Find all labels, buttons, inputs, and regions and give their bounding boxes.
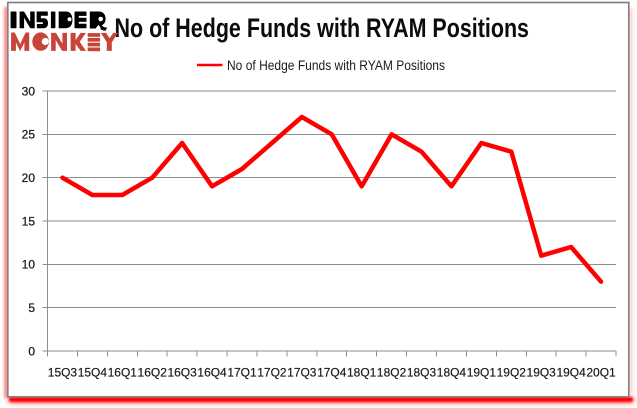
svg-text:16Q4: 16Q4 xyxy=(197,365,227,379)
svg-text:18Q3: 18Q3 xyxy=(407,365,437,379)
svg-text:10: 10 xyxy=(22,258,36,272)
svg-text:18Q4: 18Q4 xyxy=(437,365,467,379)
svg-text:19Q4: 19Q4 xyxy=(556,365,586,379)
svg-text:0: 0 xyxy=(28,344,35,358)
svg-text:16Q2: 16Q2 xyxy=(138,365,167,379)
svg-text:16Q1: 16Q1 xyxy=(108,365,137,379)
svg-text:19Q3: 19Q3 xyxy=(527,365,557,379)
svg-text:15Q4: 15Q4 xyxy=(78,365,108,379)
svg-text:19Q2: 19Q2 xyxy=(497,365,526,379)
svg-text:17Q2: 17Q2 xyxy=(257,365,286,379)
svg-text:No of Hedge Funds with RYAM Po: No of Hedge Funds with RYAM Positions xyxy=(115,13,530,43)
svg-text:5: 5 xyxy=(28,301,35,315)
svg-text:17Q4: 17Q4 xyxy=(317,365,347,379)
svg-text:25: 25 xyxy=(22,128,36,142)
svg-text:30: 30 xyxy=(22,84,36,98)
svg-text:19Q1: 19Q1 xyxy=(467,365,496,379)
svg-text:15: 15 xyxy=(22,214,36,228)
svg-text:No of Hedge Funds with RYAM Po: No of Hedge Funds with RYAM Positions xyxy=(227,58,445,73)
svg-text:20Q1: 20Q1 xyxy=(586,365,615,379)
svg-text:18Q2: 18Q2 xyxy=(377,365,406,379)
svg-text:17Q1: 17Q1 xyxy=(227,365,256,379)
svg-text:15Q3: 15Q3 xyxy=(48,365,78,379)
svg-text:20: 20 xyxy=(22,171,36,185)
svg-text:16Q3: 16Q3 xyxy=(167,365,197,379)
svg-text:17Q3: 17Q3 xyxy=(287,365,317,379)
svg-text:18Q1: 18Q1 xyxy=(347,365,376,379)
